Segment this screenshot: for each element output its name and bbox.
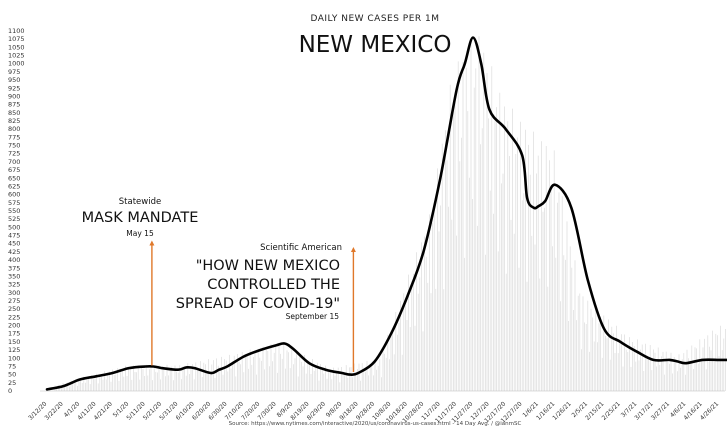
y-tick-label: 75 bbox=[8, 363, 16, 371]
y-tick-label: 700 bbox=[8, 158, 20, 166]
y-tick-label: 750 bbox=[8, 142, 20, 150]
x-tick-label: 3/22/20 bbox=[44, 400, 65, 421]
y-tick-label: 200 bbox=[8, 322, 20, 330]
y-tick-label: 50 bbox=[8, 371, 16, 379]
y-tick-label: 500 bbox=[8, 223, 20, 231]
y-tick-label: 325 bbox=[8, 281, 20, 289]
annotation-arrowhead bbox=[149, 240, 155, 246]
y-tick-label: 150 bbox=[8, 338, 20, 346]
y-tick-label: 400 bbox=[8, 256, 20, 264]
y-tick-label: 875 bbox=[8, 101, 20, 109]
y-tick-label: 925 bbox=[8, 84, 20, 92]
y-tick-label: 1075 bbox=[8, 35, 25, 43]
annotation-headline: CONTROLLED THE bbox=[207, 277, 340, 293]
annotation-kicker: Scientific American bbox=[260, 243, 342, 253]
source-note: Source: https://www.nytimes.com/interact… bbox=[229, 421, 522, 427]
y-axis-ticks: 0255075100125150175200225250275300325350… bbox=[8, 27, 25, 395]
y-tick-label: 450 bbox=[8, 240, 20, 248]
y-tick-label: 800 bbox=[8, 125, 20, 133]
y-tick-label: 175 bbox=[8, 330, 20, 338]
annotation-headline: MASK MANDATE bbox=[82, 210, 199, 226]
y-tick-label: 250 bbox=[8, 305, 20, 313]
y-tick-label: 600 bbox=[8, 191, 20, 199]
y-tick-label: 25 bbox=[8, 379, 16, 387]
chart-title: NEW MEXICO bbox=[299, 32, 452, 58]
x-tick-label: 3/27/21 bbox=[650, 400, 671, 421]
x-tick-label: 7/30/20 bbox=[257, 400, 278, 421]
y-tick-label: 675 bbox=[8, 166, 20, 174]
annotation-headline: SPREAD OF COVID-19" bbox=[176, 296, 340, 312]
y-tick-label: 475 bbox=[8, 232, 20, 240]
y-tick-label: 1025 bbox=[8, 52, 25, 60]
annotation-headline: "HOW NEW MEXICO bbox=[196, 258, 340, 274]
y-tick-label: 1100 bbox=[8, 27, 25, 35]
x-tick-label: 8/29/20 bbox=[306, 400, 327, 421]
y-tick-label: 975 bbox=[8, 68, 20, 76]
annotation-arrowhead bbox=[350, 247, 356, 252]
y-tick-label: 425 bbox=[8, 248, 20, 256]
y-tick-label: 775 bbox=[8, 133, 20, 141]
x-tick-label: 2/25/21 bbox=[601, 400, 622, 421]
annotation-kicker: Statewide bbox=[119, 197, 161, 207]
y-tick-label: 0 bbox=[8, 387, 12, 395]
annotation-date: May 15 bbox=[126, 229, 154, 238]
y-tick-label: 300 bbox=[8, 289, 20, 297]
y-tick-label: 825 bbox=[8, 117, 20, 125]
y-tick-label: 275 bbox=[8, 297, 20, 305]
average-cases-line bbox=[45, 36, 727, 391]
y-tick-label: 125 bbox=[8, 346, 20, 354]
y-tick-label: 650 bbox=[8, 174, 20, 182]
x-tick-label: 4/21/20 bbox=[93, 400, 114, 421]
y-tick-label: 1000 bbox=[8, 60, 25, 68]
annotation-date: September 15 bbox=[286, 312, 340, 321]
y-tick-label: 725 bbox=[8, 150, 20, 158]
x-tick-label: 1/26/21 bbox=[551, 400, 572, 421]
chart-subtitle: DAILY NEW CASES PER 1M bbox=[310, 14, 439, 24]
y-tick-label: 950 bbox=[8, 76, 20, 84]
y-tick-label: 525 bbox=[8, 215, 20, 223]
y-tick-label: 900 bbox=[8, 93, 20, 101]
annotations: Statewide MASK MANDATE May 15 Scientific Am… bbox=[82, 197, 356, 372]
y-tick-label: 350 bbox=[8, 273, 20, 281]
y-tick-label: 100 bbox=[8, 354, 20, 362]
y-tick-label: 575 bbox=[8, 199, 20, 207]
y-tick-label: 625 bbox=[8, 183, 20, 191]
x-tick-label: 4/26/21 bbox=[699, 400, 720, 421]
y-tick-label: 375 bbox=[8, 264, 20, 272]
y-tick-label: 225 bbox=[8, 313, 20, 321]
y-tick-label: 1050 bbox=[8, 43, 25, 51]
y-tick-label: 550 bbox=[8, 207, 20, 215]
y-tick-label: 850 bbox=[8, 109, 20, 117]
